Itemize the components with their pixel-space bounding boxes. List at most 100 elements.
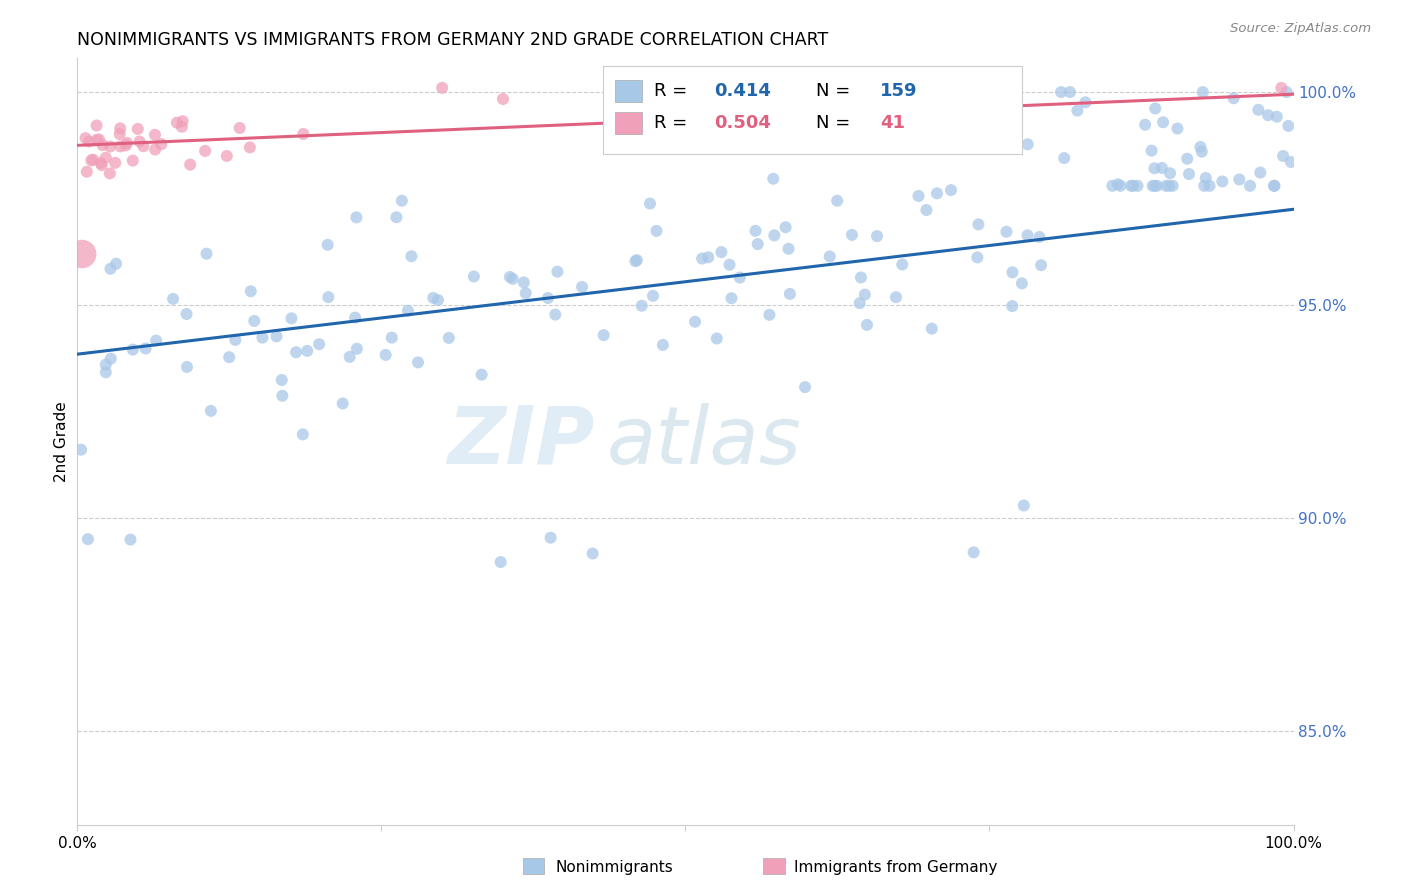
Point <box>1059 85 1081 99</box>
Point <box>1126 178 1149 193</box>
Point <box>172 114 194 128</box>
Point <box>683 315 706 329</box>
Point <box>339 350 361 364</box>
Point <box>1074 95 1097 110</box>
Point <box>115 136 138 150</box>
Point <box>1121 178 1143 193</box>
Point <box>499 270 522 285</box>
Point <box>94 365 117 379</box>
Point <box>853 287 876 301</box>
Point <box>270 373 292 387</box>
Point <box>1198 178 1220 193</box>
Point <box>396 303 419 318</box>
Point <box>87 132 110 146</box>
Point <box>422 291 444 305</box>
Point <box>121 343 143 357</box>
Point <box>1143 161 1166 176</box>
Point <box>215 149 238 163</box>
Text: Nonimmigrants: Nonimmigrants <box>555 860 673 874</box>
Text: 159: 159 <box>880 82 918 100</box>
Point <box>162 292 184 306</box>
Point <box>166 115 188 129</box>
Point <box>907 189 929 203</box>
Point <box>120 533 142 547</box>
Point <box>170 120 193 134</box>
Point <box>114 138 136 153</box>
Point <box>1017 137 1039 152</box>
Point <box>316 237 339 252</box>
Point <box>100 261 122 276</box>
Point <box>70 247 93 261</box>
Text: N =: N = <box>815 114 856 132</box>
Text: atlas: atlas <box>606 402 801 481</box>
Point <box>492 92 515 106</box>
Point <box>76 164 98 178</box>
Point <box>427 293 450 307</box>
Point <box>1107 178 1129 192</box>
Point <box>758 308 780 322</box>
Point <box>437 331 460 345</box>
Point <box>638 196 661 211</box>
Point <box>100 351 122 366</box>
Point <box>86 133 108 147</box>
Point <box>308 337 330 351</box>
Text: Immigrants from Germany: Immigrants from Germany <box>794 860 998 874</box>
Point <box>866 229 889 244</box>
Point <box>346 342 368 356</box>
Point <box>266 329 288 343</box>
Point <box>818 250 841 264</box>
Point <box>391 194 413 208</box>
Point <box>195 246 218 260</box>
Point <box>401 249 423 263</box>
Text: Source: ZipAtlas.com: Source: ZipAtlas.com <box>1230 22 1371 36</box>
Point <box>143 128 166 142</box>
Point <box>70 442 93 457</box>
Point <box>194 144 217 158</box>
Point <box>856 318 879 332</box>
FancyBboxPatch shape <box>614 80 641 102</box>
FancyBboxPatch shape <box>603 66 1022 153</box>
Point <box>706 331 728 345</box>
Point <box>1029 258 1052 272</box>
Point <box>967 140 990 154</box>
Point <box>918 107 941 121</box>
Point <box>1152 115 1174 129</box>
Point <box>1227 172 1250 186</box>
Point <box>1222 91 1244 105</box>
Point <box>540 531 562 545</box>
Point <box>1270 80 1292 95</box>
Text: 41: 41 <box>880 114 905 132</box>
Point <box>121 153 143 168</box>
Point <box>915 202 938 217</box>
Point <box>98 166 121 180</box>
Point <box>1159 178 1181 193</box>
Point <box>626 253 648 268</box>
Point <box>1166 121 1188 136</box>
Point <box>675 104 697 119</box>
Point <box>891 258 914 272</box>
Point <box>75 131 97 145</box>
Point <box>228 120 250 135</box>
Point <box>285 345 308 359</box>
Point <box>271 389 294 403</box>
Point <box>127 122 149 136</box>
Point <box>1189 140 1212 154</box>
Point <box>381 331 404 345</box>
Point <box>1161 178 1184 193</box>
Point <box>1144 102 1167 116</box>
Point <box>80 153 103 168</box>
Point <box>939 183 962 197</box>
Point <box>218 350 240 364</box>
Point <box>145 334 167 348</box>
Point <box>471 368 494 382</box>
Point <box>291 427 314 442</box>
Point <box>1001 299 1024 313</box>
Point <box>239 140 262 154</box>
Point <box>318 290 340 304</box>
Point <box>1178 167 1201 181</box>
Point <box>710 245 733 260</box>
Point <box>1272 149 1295 163</box>
Point <box>176 307 198 321</box>
Point <box>94 358 117 372</box>
Point <box>243 314 266 328</box>
